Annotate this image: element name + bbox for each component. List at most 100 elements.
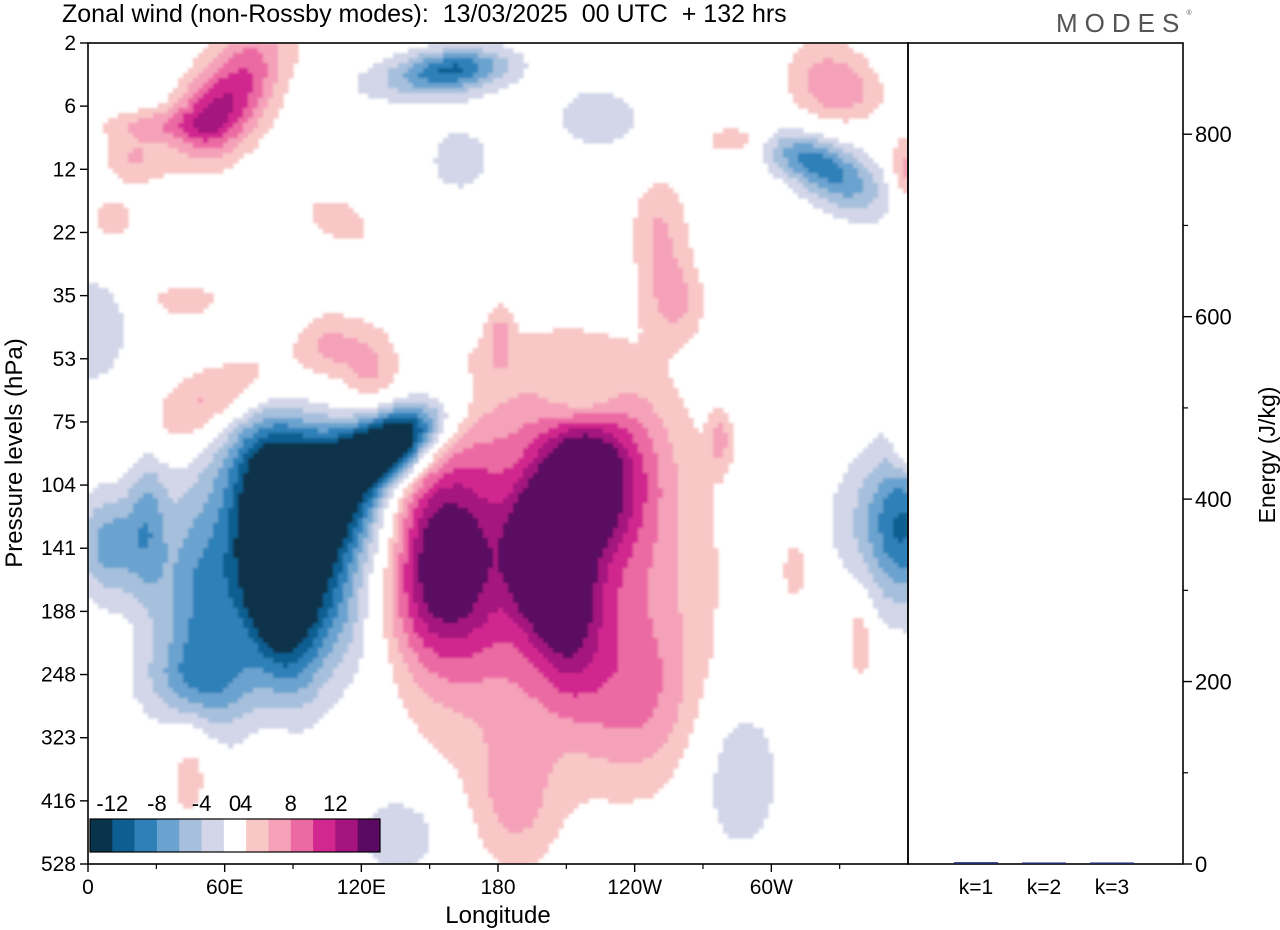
field-cell-run	[383, 633, 394, 639]
field-cell-run	[418, 448, 424, 454]
field-cell-run	[433, 438, 439, 444]
field-cell-run	[718, 423, 724, 429]
field-cell-run	[768, 138, 779, 144]
field-cell-run	[358, 78, 389, 84]
field-cell-run	[233, 498, 239, 504]
field-cell-run	[108, 608, 149, 614]
field-cell-run	[338, 663, 359, 669]
field-cell-run	[538, 668, 559, 674]
field-cell-run	[473, 378, 674, 384]
field-cell-run	[678, 498, 714, 504]
field-cell-run	[113, 168, 224, 174]
field-cell-run	[903, 628, 908, 634]
field-cell-run	[368, 343, 394, 349]
field-cell-run	[678, 708, 699, 714]
field-cell-run	[683, 698, 699, 704]
field-cell-run	[653, 558, 679, 564]
field-cell-run	[383, 603, 394, 609]
field-cell-run	[358, 593, 369, 599]
field-cell-run	[468, 508, 514, 514]
field-cell-run	[588, 633, 599, 639]
field-cell-run	[418, 533, 424, 539]
field-cell-run	[468, 793, 489, 799]
field-cell-run	[138, 698, 164, 704]
modes-logo: MODES®	[1056, 8, 1192, 39]
field-cell-run	[233, 458, 244, 464]
field-cell-run	[188, 488, 214, 494]
field-cell-run	[683, 653, 714, 659]
field-cell-run	[223, 363, 259, 369]
field-cell-run	[638, 448, 654, 454]
field-cell-run	[88, 543, 99, 549]
field-cell-run	[658, 473, 679, 479]
colorbar-swatch	[313, 819, 336, 852]
field-cell-run	[363, 498, 369, 504]
field-cell-run	[428, 608, 474, 614]
field-cell-run	[228, 543, 234, 549]
field-cell-run	[103, 228, 124, 234]
field-cell-run	[413, 673, 439, 679]
field-cell-run	[348, 548, 354, 554]
field-cell-run	[483, 333, 494, 339]
field-cell-run	[393, 603, 399, 609]
field-cell-run	[383, 618, 394, 624]
field-cell-run	[508, 343, 684, 349]
field-cell-run	[648, 398, 684, 404]
field-cell-run	[423, 68, 439, 74]
field-cell-run	[353, 628, 364, 634]
field-cell-run	[483, 583, 509, 589]
field-cell-run	[443, 138, 479, 144]
field-cell-run	[638, 318, 669, 324]
field-cell-run	[723, 128, 739, 134]
field-cell-run	[443, 48, 484, 54]
field-cell-run	[193, 608, 239, 614]
field-cell-run	[98, 533, 139, 539]
field-cell-run	[383, 498, 389, 504]
field-cell-run	[483, 678, 509, 684]
field-cell-run	[223, 63, 269, 69]
field-cell-run	[653, 628, 684, 634]
field-cell-run	[413, 478, 419, 484]
field-cell-run	[418, 633, 439, 639]
field-cell-run	[238, 433, 254, 439]
field-cell-run	[228, 453, 239, 459]
field-cell-run	[468, 613, 489, 619]
field-cell-run	[198, 398, 204, 404]
field-cell-run	[903, 488, 908, 494]
field-cell-run	[718, 768, 774, 774]
field-cell-run	[778, 143, 794, 149]
field-cell-run	[868, 513, 879, 519]
field-cell-run	[408, 638, 424, 644]
field-cell-run	[458, 428, 469, 434]
y-tick-label: 2	[64, 32, 76, 55]
field-cell-run	[313, 658, 324, 664]
field-cell-run	[208, 493, 224, 499]
field-cell-run	[433, 493, 479, 499]
field-cell-run	[318, 608, 329, 614]
field-cell-run	[393, 548, 404, 554]
field-cell-run	[873, 603, 908, 609]
field-cell-run	[873, 598, 894, 604]
field-cell-run	[808, 68, 854, 74]
field-cell-run	[648, 473, 659, 479]
field-cell-run	[393, 593, 399, 599]
field-cell-run	[353, 533, 359, 539]
field-cell-run	[98, 218, 129, 224]
field-cell-run	[148, 673, 169, 679]
field-cell-run	[498, 568, 599, 574]
field-cell-run	[188, 623, 244, 629]
field-cell-run	[483, 728, 674, 734]
field-cell-run	[688, 298, 704, 304]
field-cell-run	[853, 523, 869, 529]
field-cell-run	[288, 423, 359, 429]
field-cell-run	[333, 618, 349, 624]
field-cell-run	[713, 443, 729, 449]
field-cell-run	[428, 668, 539, 674]
field-cell-run	[773, 173, 789, 179]
field-cell-run	[818, 138, 839, 144]
field-cell-run	[408, 48, 444, 54]
field-cell-run	[168, 143, 194, 149]
y-tick-label: 6	[64, 95, 76, 118]
field-cell-run	[233, 418, 249, 424]
field-cell-run	[353, 368, 379, 374]
